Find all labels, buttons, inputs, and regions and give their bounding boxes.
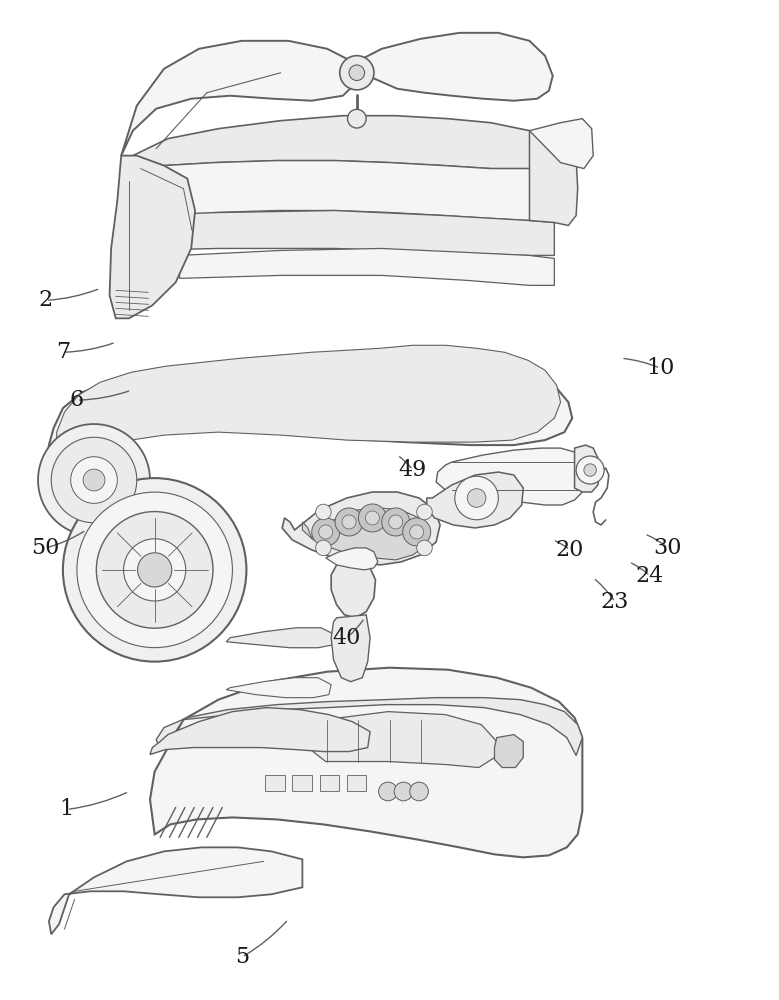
Circle shape xyxy=(403,518,431,546)
Polygon shape xyxy=(226,678,331,698)
Polygon shape xyxy=(157,698,583,756)
Text: 49: 49 xyxy=(399,459,427,481)
Polygon shape xyxy=(49,847,302,934)
Polygon shape xyxy=(326,548,378,570)
Circle shape xyxy=(467,489,486,507)
Circle shape xyxy=(335,508,363,536)
Polygon shape xyxy=(354,33,553,101)
Polygon shape xyxy=(226,628,335,648)
Circle shape xyxy=(315,540,331,556)
Text: 40: 40 xyxy=(333,627,361,649)
Polygon shape xyxy=(427,472,523,528)
Circle shape xyxy=(455,476,499,520)
Circle shape xyxy=(38,424,150,536)
Polygon shape xyxy=(133,116,553,169)
Text: 6: 6 xyxy=(70,389,84,411)
Polygon shape xyxy=(150,708,370,755)
Text: 10: 10 xyxy=(646,357,675,379)
Circle shape xyxy=(124,539,185,601)
Polygon shape xyxy=(530,131,578,225)
Circle shape xyxy=(347,109,366,128)
Circle shape xyxy=(71,457,118,503)
Polygon shape xyxy=(292,775,312,791)
Polygon shape xyxy=(575,445,600,492)
Circle shape xyxy=(584,464,597,476)
Circle shape xyxy=(83,469,105,491)
Polygon shape xyxy=(530,119,594,169)
Polygon shape xyxy=(179,248,555,285)
Polygon shape xyxy=(331,562,375,618)
Polygon shape xyxy=(319,775,339,791)
Text: 7: 7 xyxy=(56,341,70,363)
Text: 5: 5 xyxy=(234,946,249,968)
Polygon shape xyxy=(122,41,358,156)
Circle shape xyxy=(312,518,340,546)
Polygon shape xyxy=(308,712,497,768)
Polygon shape xyxy=(133,156,553,220)
Circle shape xyxy=(319,525,333,539)
Circle shape xyxy=(349,65,365,81)
Circle shape xyxy=(340,56,374,90)
Circle shape xyxy=(410,525,424,539)
Text: 50: 50 xyxy=(32,537,60,559)
Polygon shape xyxy=(150,668,583,857)
Circle shape xyxy=(138,553,171,587)
Circle shape xyxy=(379,782,397,801)
Circle shape xyxy=(417,504,432,520)
Circle shape xyxy=(315,504,331,520)
Text: 24: 24 xyxy=(636,565,664,587)
Circle shape xyxy=(63,478,246,662)
Circle shape xyxy=(576,456,605,484)
Circle shape xyxy=(77,492,232,648)
Polygon shape xyxy=(48,358,573,488)
Circle shape xyxy=(97,512,213,628)
Circle shape xyxy=(417,540,432,556)
Polygon shape xyxy=(110,156,195,318)
Polygon shape xyxy=(347,775,366,791)
Polygon shape xyxy=(133,211,555,255)
Circle shape xyxy=(394,782,413,801)
Polygon shape xyxy=(302,508,430,560)
Circle shape xyxy=(365,511,379,525)
Polygon shape xyxy=(331,615,370,682)
Text: 1: 1 xyxy=(60,798,74,820)
Text: 2: 2 xyxy=(39,289,53,311)
Polygon shape xyxy=(57,345,561,458)
Text: 20: 20 xyxy=(555,539,584,561)
Text: 30: 30 xyxy=(654,537,682,559)
Polygon shape xyxy=(265,775,284,791)
Circle shape xyxy=(382,508,410,536)
Polygon shape xyxy=(495,735,523,768)
Circle shape xyxy=(51,437,137,523)
Circle shape xyxy=(389,515,403,529)
Circle shape xyxy=(410,782,428,801)
Polygon shape xyxy=(282,492,440,565)
Polygon shape xyxy=(436,448,584,505)
Circle shape xyxy=(342,515,356,529)
Circle shape xyxy=(358,504,386,532)
Text: 23: 23 xyxy=(601,591,629,613)
